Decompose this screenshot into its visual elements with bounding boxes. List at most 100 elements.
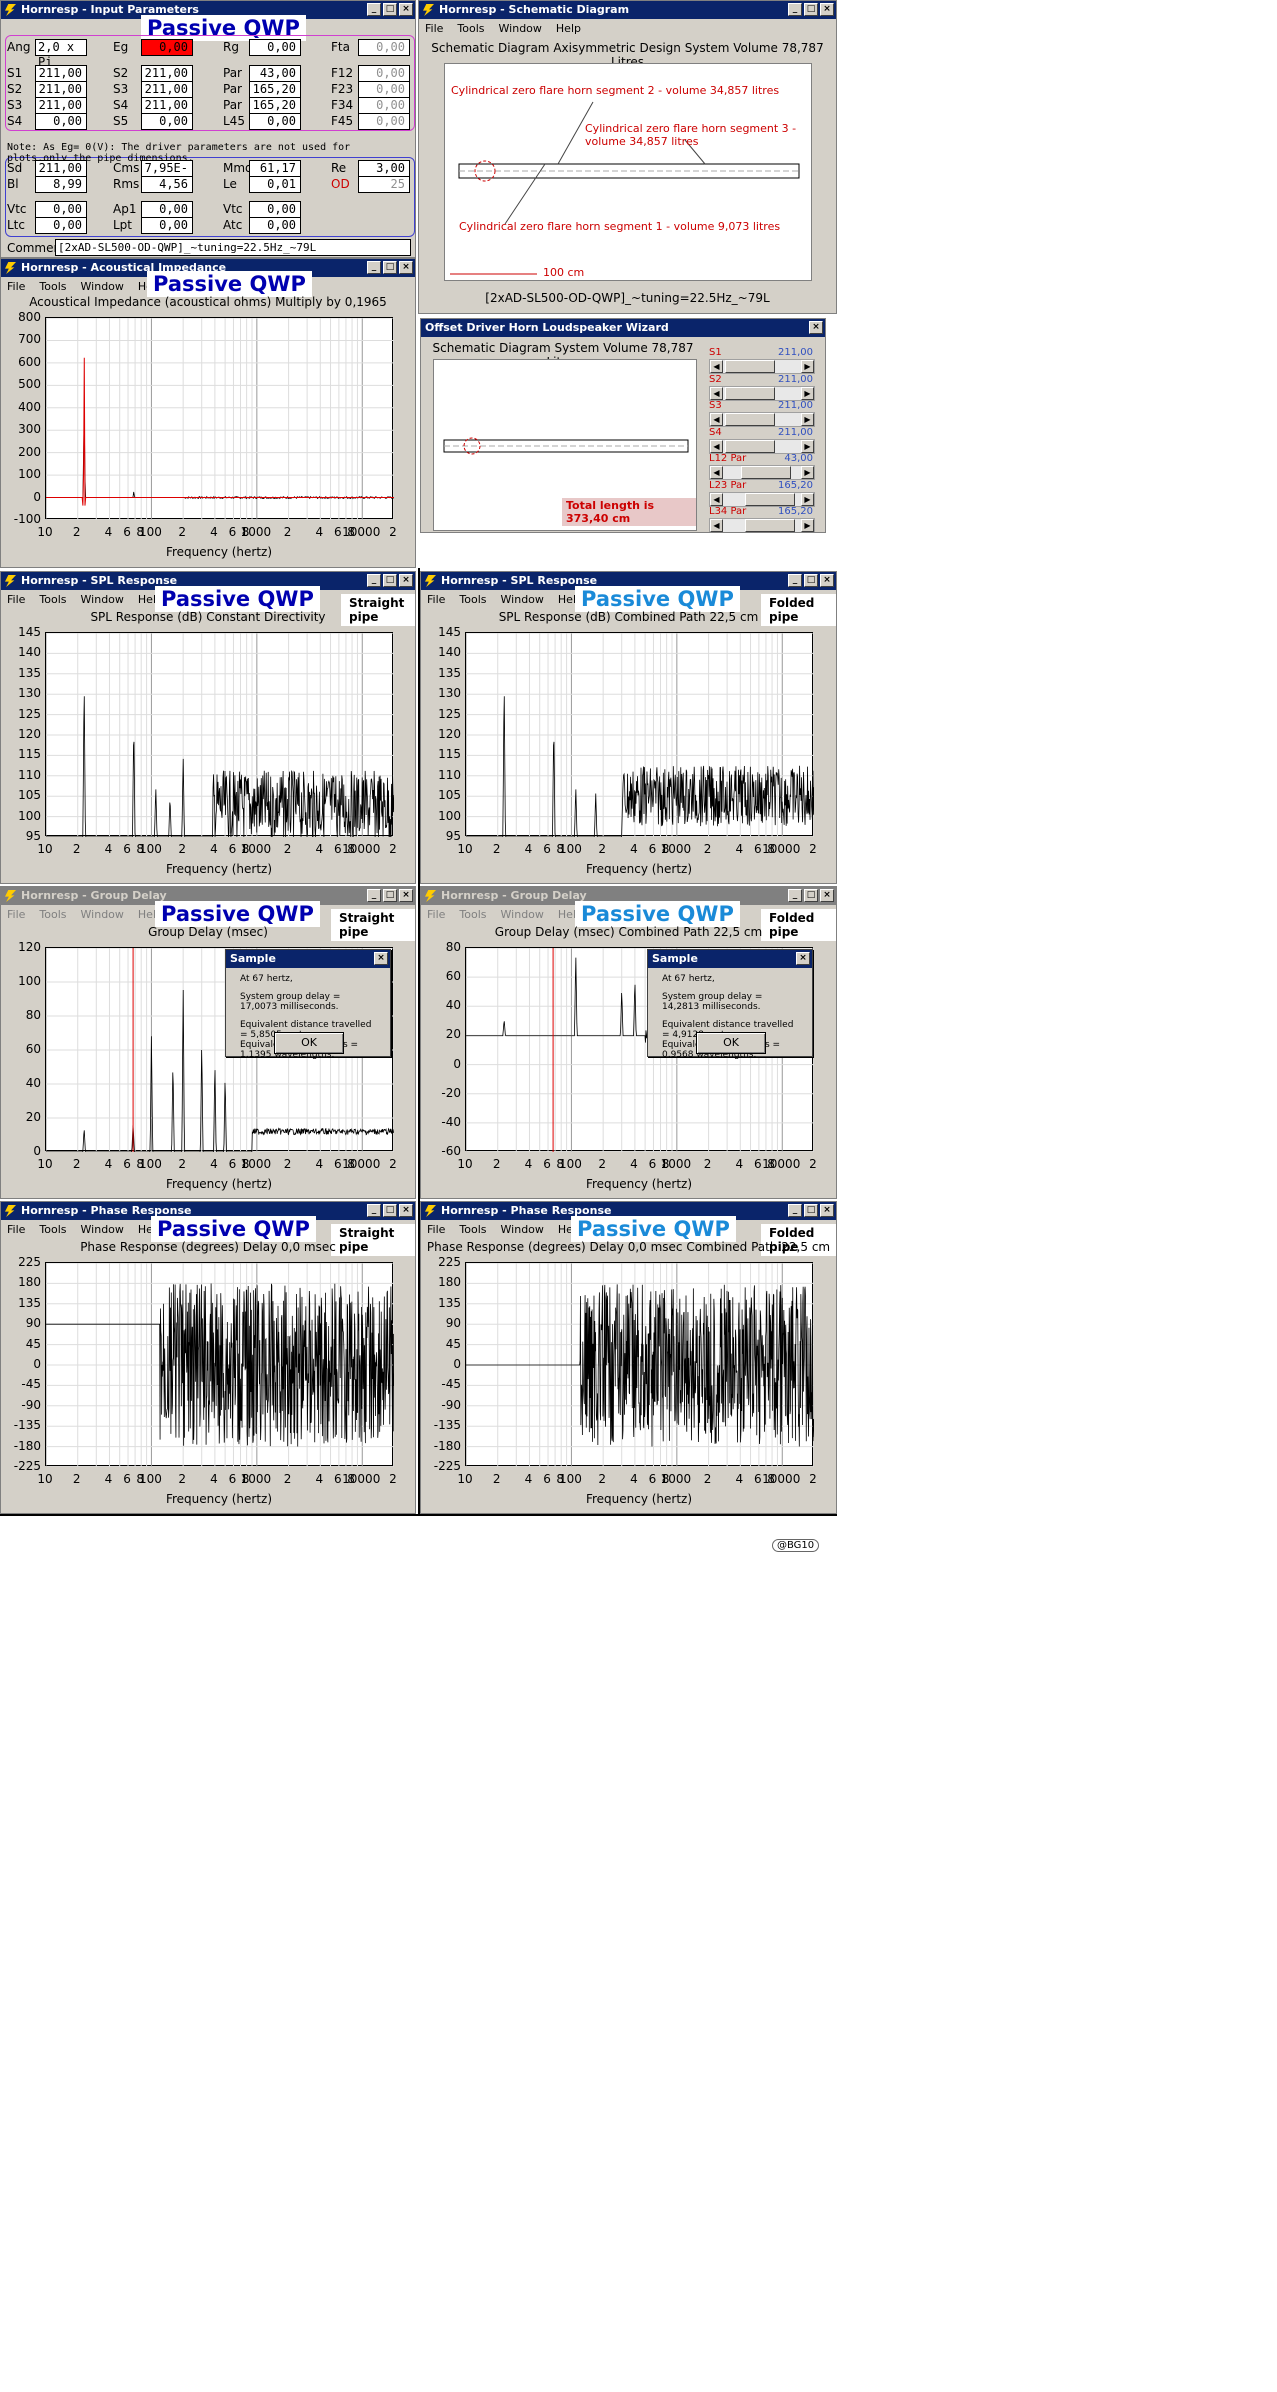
menu-window[interactable]: Window [80,908,124,921]
minimize-button[interactable]: _ [367,261,381,274]
close-button[interactable]: × [820,3,834,16]
minimize-button[interactable]: _ [788,3,802,16]
title-bar[interactable]: Hornresp - Phase Response _ □ × [421,1202,836,1220]
param-field[interactable]: 0,00 [358,113,410,130]
title-bar[interactable]: Hornresp - Input Parameters _ □ × [1,1,415,19]
dimension-slider[interactable]: ◀ ▶ [709,359,815,374]
dimension-slider[interactable]: ◀ ▶ [709,385,815,401]
plot-area[interactable] [465,1262,815,1468]
close-button[interactable]: × [820,889,834,902]
slider-left-arrow[interactable]: ◀ [710,360,723,373]
slider-thumb[interactable] [725,386,775,400]
param-field[interactable]: 0,00 [358,81,410,98]
menu-file[interactable]: File [427,593,446,606]
close-button[interactable]: × [809,321,823,334]
param-field[interactable]: 211,00 [35,97,87,114]
plot-area[interactable] [45,1262,395,1468]
maximize-button[interactable]: □ [383,261,397,274]
menu-tools[interactable]: Tools [39,280,67,293]
param-field[interactable]: 0,00 [249,39,301,56]
minimize-button[interactable]: _ [788,574,802,587]
ok-button[interactable]: OK [696,1032,766,1054]
param-field[interactable]: 211,00 [35,81,87,98]
slider-right-arrow[interactable]: ▶ [801,439,814,453]
param-field[interactable]: 0,00 [141,39,193,56]
param-field[interactable]: 3,00 [358,160,410,177]
close-button[interactable]: × [399,3,413,16]
param-field[interactable]: 211,00 [141,81,193,98]
slider-right-arrow[interactable]: ▶ [801,386,814,400]
param-field[interactable]: 0,00 [35,113,87,130]
close-button[interactable]: × [796,952,810,965]
dimension-slider[interactable]: ◀ ▶ [709,491,815,507]
menu-window[interactable]: Window [500,593,544,606]
dimension-slider[interactable]: ◀ ▶ [709,412,815,427]
param-field[interactable]: 0,01 [249,176,301,193]
param-field[interactable]: 25 [358,176,410,193]
menu-file[interactable]: File [427,908,446,921]
param-field[interactable]: 165,20 [249,97,301,114]
menu-window[interactable]: Window [80,280,124,293]
menu-file[interactable]: File [425,22,444,35]
param-field[interactable]: 211,00 [141,97,193,114]
param-field[interactable]: 61,17 [249,160,301,177]
param-field[interactable]: 0,00 [249,113,301,130]
minimize-button[interactable]: _ [367,3,381,16]
minimize-button[interactable]: _ [367,889,381,902]
close-button[interactable]: × [399,574,413,587]
dimension-slider[interactable]: ◀ ▶ [709,518,815,532]
menu-window[interactable]: Window [80,1223,124,1236]
slider-right-arrow[interactable]: ▶ [801,519,814,532]
param-field[interactable]: 211,00 [35,65,87,82]
plot-area[interactable] [465,632,815,838]
slider-left-arrow[interactable]: ◀ [710,413,723,426]
param-field[interactable]: 2,0 x Pi [35,39,87,69]
menu-tools[interactable]: Tools [39,1223,67,1236]
param-field[interactable]: 4,56 [141,176,193,193]
maximize-button[interactable]: □ [804,574,818,587]
param-field[interactable]: 211,00 [35,160,87,177]
maximize-button[interactable]: □ [383,3,397,16]
param-field[interactable]: 0,00 [141,201,193,218]
param-field[interactable]: 0,00 [141,217,193,234]
title-bar[interactable]: Hornresp - Group Delay _ □ × [421,887,836,905]
comment-field[interactable]: [2xAD-SL500-OD-QWP]_~tuning=22.5Hz_~79L [55,239,411,256]
menu-file[interactable]: File [7,908,26,921]
slider-right-arrow[interactable]: ▶ [801,466,814,479]
close-button[interactable]: × [820,574,834,587]
dimension-slider[interactable]: ◀ ▶ [709,465,815,480]
param-field[interactable]: 7,95E-04 [141,160,193,190]
minimize-button[interactable]: _ [367,1204,381,1217]
menu-file[interactable]: File [7,280,26,293]
slider-thumb[interactable] [725,439,775,453]
ok-button[interactable]: OK [274,1032,344,1054]
param-field[interactable]: 0,00 [35,217,87,234]
dimension-slider[interactable]: ◀ ▶ [709,438,815,454]
title-bar[interactable]: Hornresp - SPL Response _ □ × [421,572,836,590]
slider-right-arrow[interactable]: ▶ [801,360,814,373]
slider-thumb[interactable] [725,360,775,373]
menu-tools[interactable]: Tools [39,593,67,606]
maximize-button[interactable]: □ [804,889,818,902]
maximize-button[interactable]: □ [804,3,818,16]
param-field[interactable]: 8,99 [35,176,87,193]
menu-window[interactable]: Window [500,1223,544,1236]
slider-right-arrow[interactable]: ▶ [801,413,814,426]
menu-tools[interactable]: Tools [457,22,485,35]
plot-area[interactable] [45,632,395,838]
menu-window[interactable]: Window [498,22,542,35]
dialog-title[interactable]: Sample × [648,950,812,968]
slider-left-arrow[interactable]: ◀ [710,439,723,453]
close-button[interactable]: × [399,889,413,902]
title-bar[interactable]: Hornresp - Phase Response _ □ × [1,1202,415,1220]
minimize-button[interactable]: _ [788,1204,802,1217]
param-field[interactable]: 165,20 [249,81,301,98]
close-button[interactable]: × [399,261,413,274]
menu-file[interactable]: File [7,1223,26,1236]
slider-left-arrow[interactable]: ◀ [710,386,723,400]
slider-thumb[interactable] [745,492,795,506]
menu-tools[interactable]: Tools [459,908,487,921]
slider-thumb[interactable] [745,519,795,532]
close-button[interactable]: × [820,1204,834,1217]
param-field[interactable]: 0,00 [35,201,87,218]
